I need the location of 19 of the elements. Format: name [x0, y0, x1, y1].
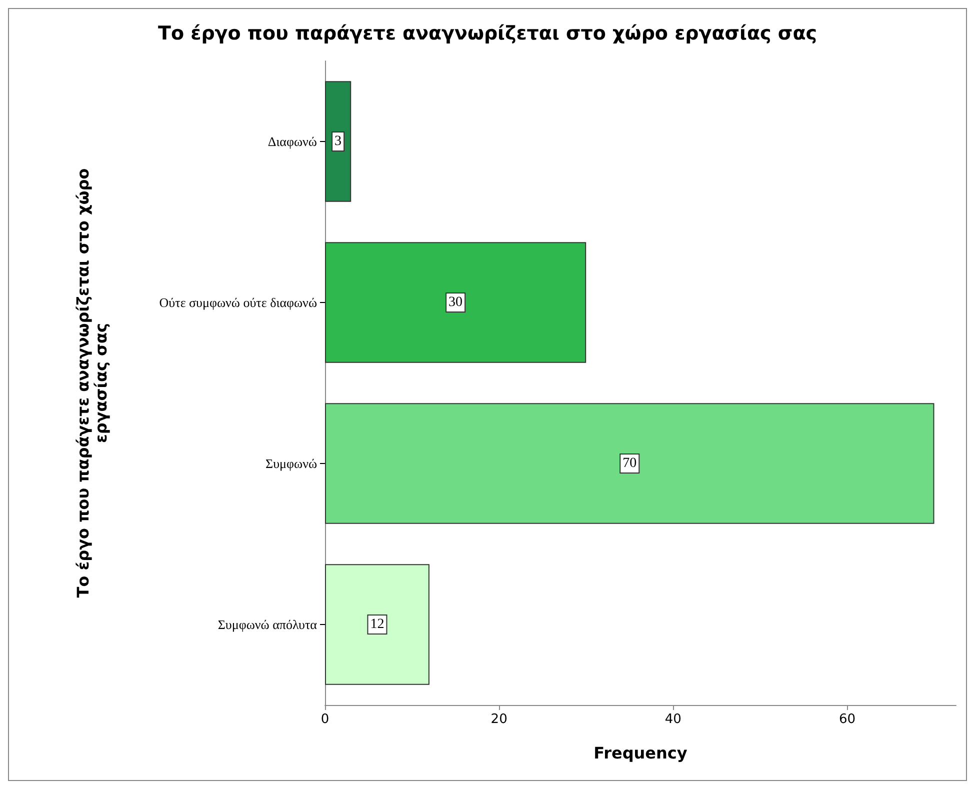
bar: [325, 564, 430, 685]
x-axis-title: Frequency: [594, 744, 688, 762]
y-tick-label: Ούτε συμφωνώ ούτε διαφωνώ: [159, 295, 318, 310]
data-label: 12: [370, 617, 384, 632]
x-tick-label: 0: [320, 712, 330, 727]
bar: [325, 242, 586, 363]
data-label: 30: [448, 295, 463, 310]
y-tick-label: Συμφωνώ: [266, 456, 318, 471]
data-label: 3: [334, 134, 342, 149]
y-tick-label: Συμφωνώ απόλυτα: [218, 617, 318, 632]
bar: [325, 403, 934, 524]
x-tick-label: 40: [664, 712, 682, 727]
y-tick-label: Διαφωνώ: [268, 134, 318, 149]
x-tick-label: 60: [838, 712, 856, 727]
y-axis-title: Το έργο που παράγετε αναγνωρίζεται στο χώρο εργασίας σας: [74, 168, 110, 598]
x-tick-label: 20: [490, 712, 508, 727]
data-label: 70: [622, 456, 637, 471]
chart-title: Το έργο που παράγετε αναγνωρίζεται στο χώρο εργασίας σας: [158, 22, 818, 44]
bar: [325, 81, 352, 202]
